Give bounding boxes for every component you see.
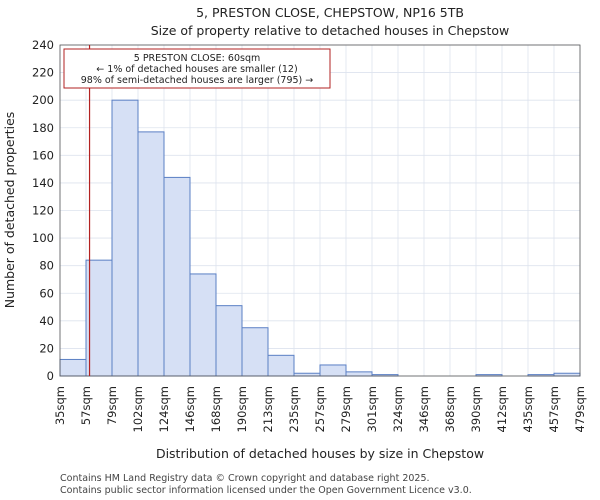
x-tick-label: 479sqm bbox=[573, 386, 587, 432]
bar-457sqm bbox=[553, 372, 581, 377]
x-tick-label: 57sqm bbox=[79, 386, 93, 425]
x-tick-label: 346sqm bbox=[417, 386, 431, 432]
x-tick-label: 213sqm bbox=[261, 386, 275, 432]
annotation-box: 5 PRESTON CLOSE: 60sqm ← 1% of detached … bbox=[63, 48, 331, 89]
x-axis-ticks: 35sqm 57sqm 79sqm 102sqm 124sqm 146sqm 168sqm 1… bbox=[53, 386, 587, 432]
x-tick-label: 368sqm bbox=[443, 386, 457, 432]
chart-subtitle: Size of property relative to detached ho… bbox=[151, 23, 509, 38]
bars bbox=[59, 99, 581, 377]
y-tick-label: 120 bbox=[32, 204, 54, 218]
x-tick-label: 168sqm bbox=[209, 386, 223, 432]
y-tick-label: 80 bbox=[39, 259, 54, 273]
y-axis-ticks: 0 20 40 60 80 100 120 140 160 180 200 220 240 bbox=[32, 38, 54, 383]
x-tick-label: 435sqm bbox=[521, 386, 535, 432]
bar-168sqm bbox=[215, 305, 243, 377]
y-tick-label: 240 bbox=[32, 38, 54, 52]
x-tick-label: 235sqm bbox=[287, 386, 301, 432]
footer-line-1: Contains HM Land Registry data © Crown c… bbox=[60, 473, 430, 484]
y-tick-label: 140 bbox=[32, 176, 54, 190]
x-tick-label: 124sqm bbox=[157, 386, 171, 432]
bar-190sqm bbox=[241, 327, 269, 377]
y-tick-label: 0 bbox=[47, 369, 54, 383]
x-tick-label: 257sqm bbox=[313, 386, 327, 432]
x-tick-label: 279sqm bbox=[339, 386, 353, 432]
x-tick-label: 35sqm bbox=[53, 386, 67, 425]
y-tick-label: 60 bbox=[39, 286, 54, 300]
x-tick-label: 190sqm bbox=[235, 386, 249, 432]
x-tick-label: 457sqm bbox=[547, 386, 561, 432]
x-axis-title: Distribution of detached houses by size … bbox=[156, 446, 484, 461]
y-tick-label: 20 bbox=[39, 341, 54, 355]
annotation-line-3: 98% of semi-detached houses are larger (… bbox=[81, 75, 314, 86]
y-tick-label: 100 bbox=[32, 231, 54, 245]
y-tick-label: 180 bbox=[32, 121, 54, 135]
x-tick-label: 412sqm bbox=[495, 386, 509, 432]
bar-146sqm bbox=[189, 273, 217, 377]
plot-frame bbox=[59, 44, 581, 377]
bar-124sqm bbox=[163, 176, 191, 377]
x-tick-label: 102sqm bbox=[131, 386, 145, 432]
bar-257sqm bbox=[319, 364, 347, 377]
y-tick-label: 160 bbox=[32, 148, 54, 162]
y-tick-label: 200 bbox=[32, 93, 54, 107]
y-tick-label: 40 bbox=[39, 314, 54, 328]
annotation-line-1: 5 PRESTON CLOSE: 60sqm bbox=[134, 53, 260, 64]
y-axis-title: Number of detached properties bbox=[2, 112, 17, 309]
annotation-line-2: ← 1% of detached houses are smaller (12) bbox=[96, 64, 297, 75]
x-tick-label: 324sqm bbox=[391, 386, 405, 432]
bar-35sqm bbox=[59, 358, 87, 377]
x-tick-label: 390sqm bbox=[469, 386, 483, 432]
footer-line-2: Contains public sector information licen… bbox=[60, 485, 472, 496]
bar-279sqm bbox=[345, 371, 373, 377]
x-tick-label: 79sqm bbox=[105, 386, 119, 425]
y-tick-label: 220 bbox=[32, 66, 54, 80]
bar-79sqm bbox=[111, 99, 139, 377]
chart-title: 5, PRESTON CLOSE, CHEPSTOW, NP16 5TB bbox=[196, 5, 464, 20]
bar-213sqm bbox=[267, 354, 295, 377]
x-tick-label: 301sqm bbox=[365, 386, 379, 432]
bar-235sqm bbox=[293, 372, 321, 377]
bar-102sqm bbox=[137, 131, 165, 377]
bar-57sqm bbox=[85, 259, 113, 377]
x-tick-label: 146sqm bbox=[183, 386, 197, 432]
